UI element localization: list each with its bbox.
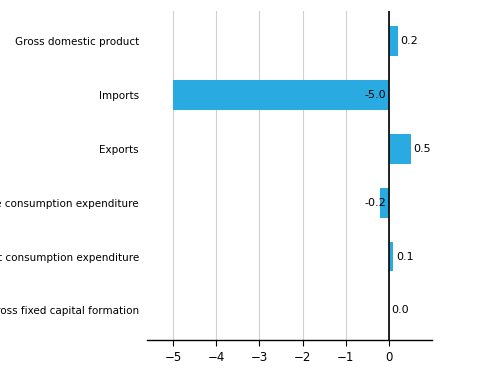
Bar (381, 188, 389, 217)
Text: -0.2: -0.2 (365, 198, 386, 208)
Bar (173, 80, 389, 110)
Text: 0.2: 0.2 (400, 36, 418, 46)
Bar (389, 242, 393, 271)
Text: 0.5: 0.5 (413, 144, 431, 154)
Bar (389, 134, 410, 164)
Bar (389, 26, 398, 56)
Text: 0.0: 0.0 (391, 305, 409, 315)
Text: 0.1: 0.1 (396, 252, 413, 262)
Text: -5.0: -5.0 (365, 90, 386, 100)
